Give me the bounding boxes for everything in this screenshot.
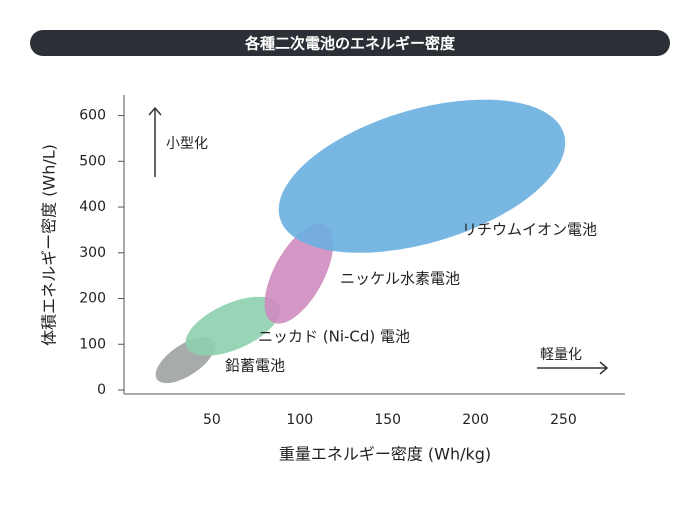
title-bar	[30, 30, 670, 56]
region	[264, 223, 334, 324]
x-tick-label: 250	[550, 412, 577, 428]
y-tick-label: 200	[79, 291, 106, 307]
y-tick-label: 600	[79, 108, 106, 124]
x-axis-label: 重量エネルギー密度 (Wh/kg)	[279, 445, 491, 464]
y-tick-label: 300	[79, 245, 106, 261]
region	[185, 296, 281, 356]
chart-title: 各種二次電池のエネルギー密度	[244, 35, 456, 53]
y-tick-label: 100	[79, 336, 106, 352]
y-tick-label: 0	[97, 382, 106, 398]
y-axis-label: 体積エネルギー密度 (Wh/L)	[40, 144, 59, 346]
x-tick-label: 150	[374, 412, 401, 428]
region	[278, 99, 566, 253]
annotation: 軽量化	[540, 347, 582, 363]
region-label: リチウムイオン電池	[462, 221, 597, 239]
x-tick-label: 50	[203, 412, 221, 428]
y-tick-label: 400	[79, 199, 106, 215]
region-label: ニッケル水素電池	[340, 270, 460, 288]
x-tick-label: 100	[286, 412, 313, 428]
y-tick-label: 500	[79, 153, 106, 169]
annotation: 小型化	[166, 136, 208, 152]
arrow-head	[599, 361, 609, 375]
arrow-head	[148, 106, 162, 116]
x-tick-label: 200	[462, 412, 489, 428]
region-label: 鉛蓄電池	[225, 357, 285, 375]
region-label: ニッカド (Ni-Cd) 電池	[258, 328, 410, 346]
